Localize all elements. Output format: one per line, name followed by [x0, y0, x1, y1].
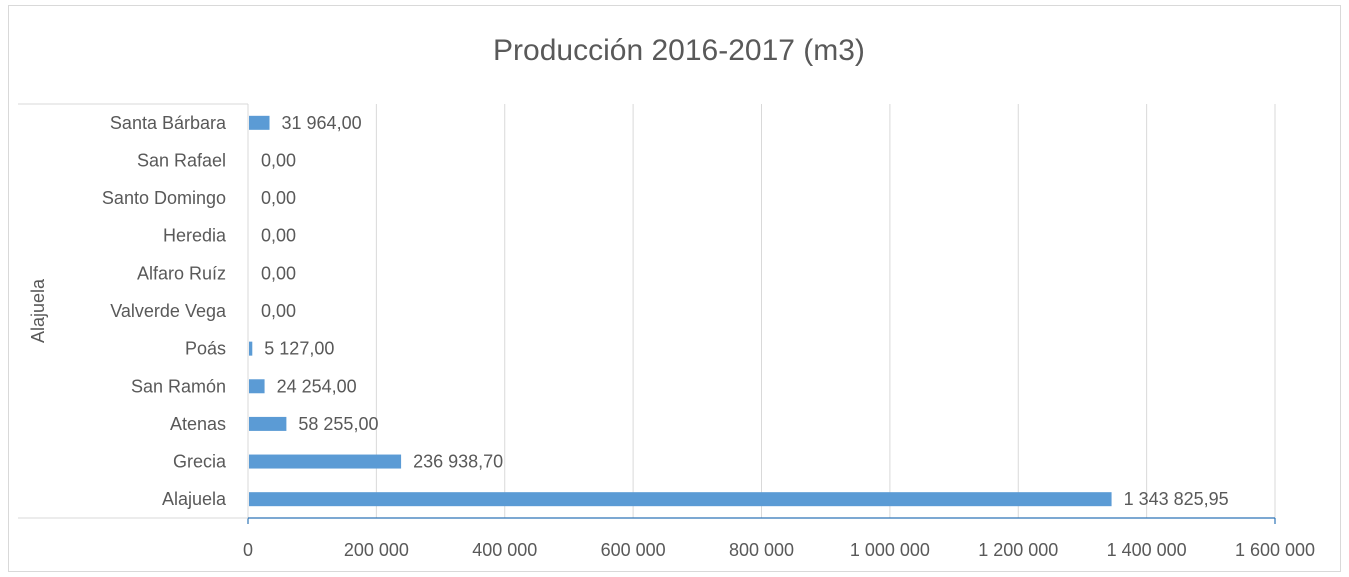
x-tick-label: 1 600 000	[1235, 540, 1315, 560]
category-label: Valverde Vega	[110, 301, 227, 321]
data-labels: 1 343 825,95 236 938,70 58 255,00 24 254,00…	[261, 113, 1229, 509]
data-label: 0,00	[261, 150, 296, 170]
group-label: Alajuela	[28, 278, 48, 343]
data-label: 0,00	[261, 188, 296, 208]
bar	[249, 416, 287, 431]
data-label: 24 254,00	[277, 376, 357, 396]
chart-title: Producción 2016-2017 (m3)	[493, 34, 865, 67]
x-tick-label: 1 000 000	[850, 540, 930, 560]
data-label: 0,00	[261, 263, 296, 283]
category-label: San Rafael	[137, 150, 226, 170]
x-tick-labels: 0 200 000 400 000 600 000 800 000 1 000 000 1 …	[243, 540, 1315, 560]
data-label: 1 343 825,95	[1124, 489, 1229, 509]
bar	[249, 492, 1112, 507]
x-tick-label: 0	[243, 540, 253, 560]
category-label: Santo Domingo	[102, 188, 226, 208]
x-tick-label: 1 200 000	[978, 540, 1058, 560]
data-label: 0,00	[261, 226, 296, 246]
x-tick-label: 800 000	[729, 540, 794, 560]
x-tick-label: 200 000	[344, 540, 409, 560]
x-tick-label: 1 400 000	[1107, 540, 1187, 560]
category-label: Alajuela	[162, 489, 227, 509]
bar	[249, 454, 402, 469]
category-label: Heredia	[163, 226, 227, 246]
bar	[249, 115, 270, 130]
chart-frame	[8, 5, 1341, 572]
data-label: 5 127,00	[264, 339, 334, 359]
data-label: 236 938,70	[413, 452, 503, 472]
bar	[249, 379, 265, 394]
gridlines	[375, 104, 1276, 518]
group-axis: Alajuela	[18, 103, 1276, 524]
bars	[249, 115, 1112, 507]
category-labels: Alajuela Grecia Atenas San Ramón Poás Valverd…	[102, 113, 227, 509]
category-label: Grecia	[173, 452, 227, 472]
category-label: Santa Bárbara	[110, 113, 227, 133]
data-label: 31 964,00	[282, 113, 362, 133]
data-label: 58 255,00	[298, 414, 378, 434]
data-label: 0,00	[261, 301, 296, 321]
category-label: Alfaro Ruíz	[137, 263, 226, 283]
x-tick-label: 400 000	[472, 540, 537, 560]
category-label: Poás	[185, 339, 226, 359]
category-label: San Ramón	[131, 376, 226, 396]
x-tick-label: 600 000	[601, 540, 666, 560]
category-label: Atenas	[170, 414, 226, 434]
bar	[249, 341, 253, 356]
